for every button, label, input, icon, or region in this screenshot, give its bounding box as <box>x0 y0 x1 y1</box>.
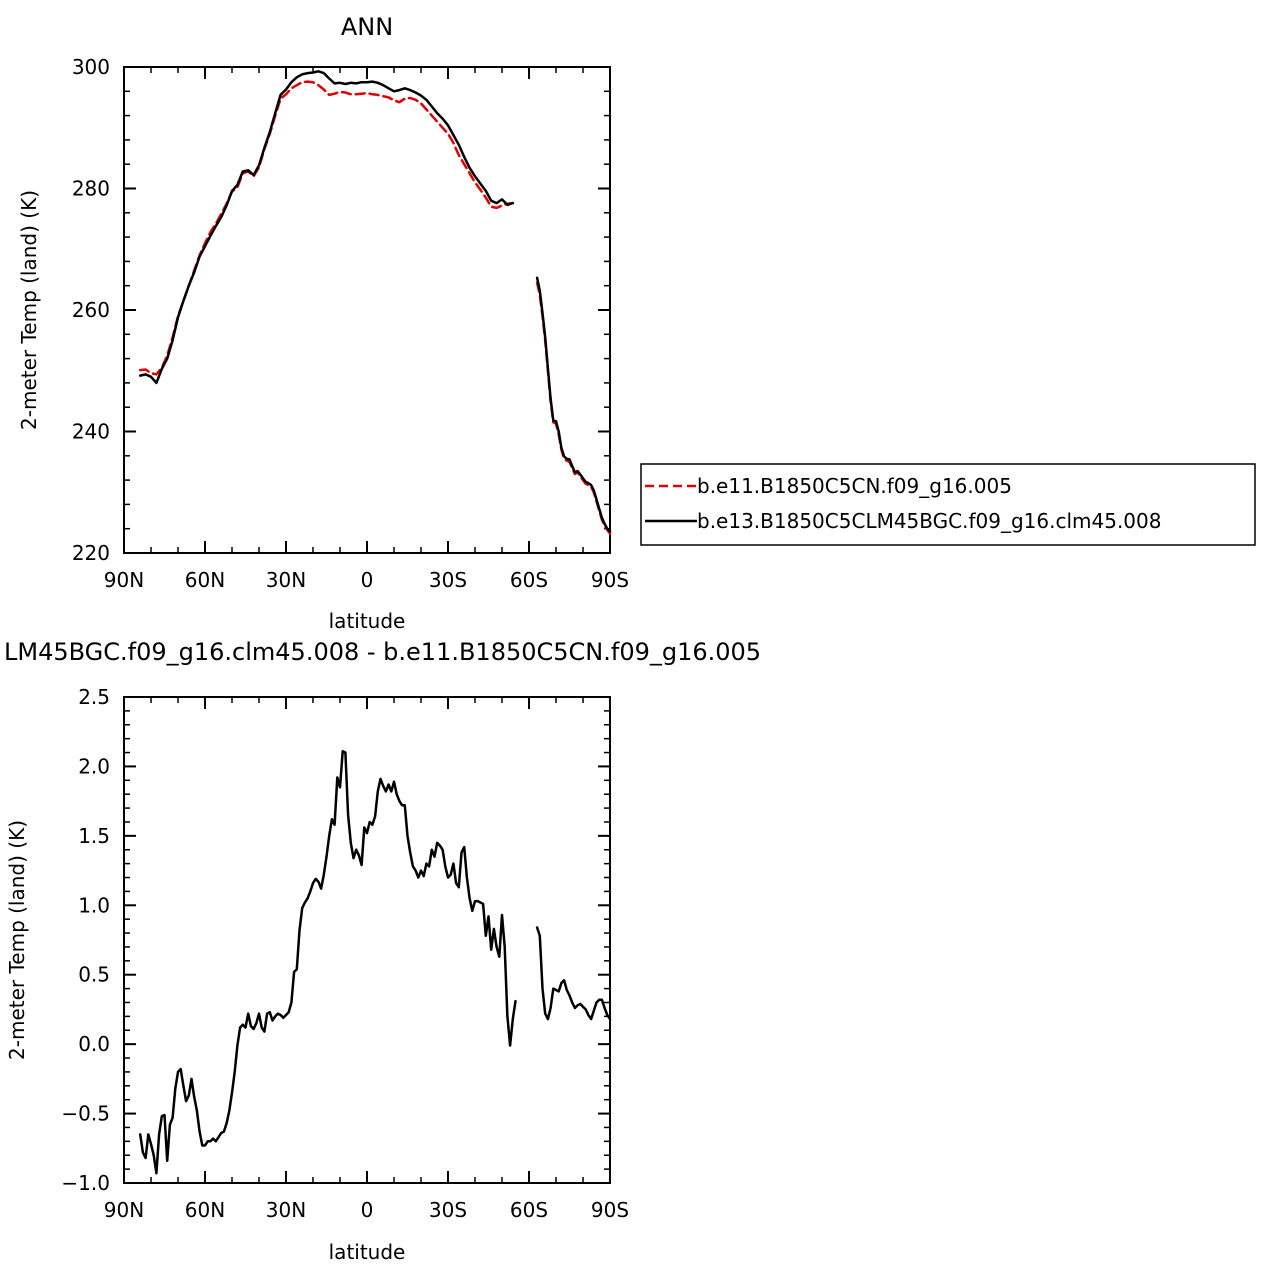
legend-box <box>640 463 1256 546</box>
bottom-y-tick-label: 2.5 <box>78 685 110 709</box>
bottom-x-tick-label: 60N <box>185 1198 225 1222</box>
top-x-tick-label: 60S <box>510 568 548 592</box>
top-plot-frame <box>123 66 611 554</box>
top-chart-title: ANN <box>341 13 393 41</box>
bottom-series-1-line-segment-1 <box>138 749 517 1175</box>
bottom-y-axis-label: 2-meter Temp (land) (K) <box>5 820 29 1060</box>
bottom-chart-title: LM45BGC.f09_g16.clm45.008 - b.e11.B1850C… <box>4 638 761 666</box>
bottom-y-tick-label: 1.5 <box>78 824 110 848</box>
top-series-2-line-segment-2 <box>535 276 612 533</box>
top-series-1-line-segment-2 <box>535 281 612 535</box>
top-series-1-line-segment-1 <box>138 80 515 376</box>
top-y-tick-label: 280 <box>72 177 110 201</box>
top-x-tick-label: 30S <box>429 568 467 592</box>
top-y-tick-label: 300 <box>72 55 110 79</box>
bottom-x-tick-label: 30N <box>266 1198 306 1222</box>
top-x-tick-label: 90S <box>591 568 629 592</box>
bottom-x-tick-label: 30S <box>429 1198 467 1222</box>
bottom-y-tick-label: −1.0 <box>61 1171 110 1195</box>
bottom-x-tick-label: 0 <box>361 1198 374 1222</box>
bottom-y-tick-label: 2.0 <box>78 754 110 778</box>
top-x-tick-label: 30N <box>266 568 306 592</box>
legend-label-series-1: b.e11.B1850C5CN.f09_g16.005 <box>697 474 1012 498</box>
top-y-axis-label: 2-meter Temp (land) (K) <box>17 190 41 430</box>
top-y-tick-label: 240 <box>72 420 110 444</box>
top-x-tick-label: 60N <box>185 568 225 592</box>
top-y-tick-label: 220 <box>72 541 110 565</box>
top-panel: ANN latitude 2-meter Temp (land) (K) 90N… <box>17 13 629 633</box>
bottom-x-axis-label: latitude <box>329 1240 406 1264</box>
legend: b.e11.B1850C5CN.f09_g16.005 b.e13.B1850C… <box>640 463 1256 546</box>
bottom-series-1-line-segment-2 <box>535 926 612 1021</box>
bottom-panel: LM45BGC.f09_g16.clm45.008 - b.e11.B1850C… <box>4 638 761 1264</box>
top-x-axis-label: latitude <box>329 609 406 633</box>
legend-label-series-2: b.e13.B1850C5CLM45BGC.f09_g16.clm45.008 <box>697 509 1161 533</box>
bottom-x-tick-label: 90S <box>591 1198 629 1222</box>
bottom-y-tick-label: −0.5 <box>61 1102 110 1126</box>
bottom-x-tick-label: 60S <box>510 1198 548 1222</box>
bottom-y-tick-label: 1.0 <box>78 893 110 917</box>
top-series-2-line-segment-1 <box>138 70 515 385</box>
top-x-tick-label: 0 <box>361 568 374 592</box>
bottom-x-tick-label: 90N <box>104 1198 144 1222</box>
bottom-y-tick-label: 0.5 <box>78 963 110 987</box>
top-y-tick-label: 260 <box>72 298 110 322</box>
top-x-tick-label: 90N <box>104 568 144 592</box>
bottom-y-tick-label: 0.0 <box>78 1032 110 1056</box>
